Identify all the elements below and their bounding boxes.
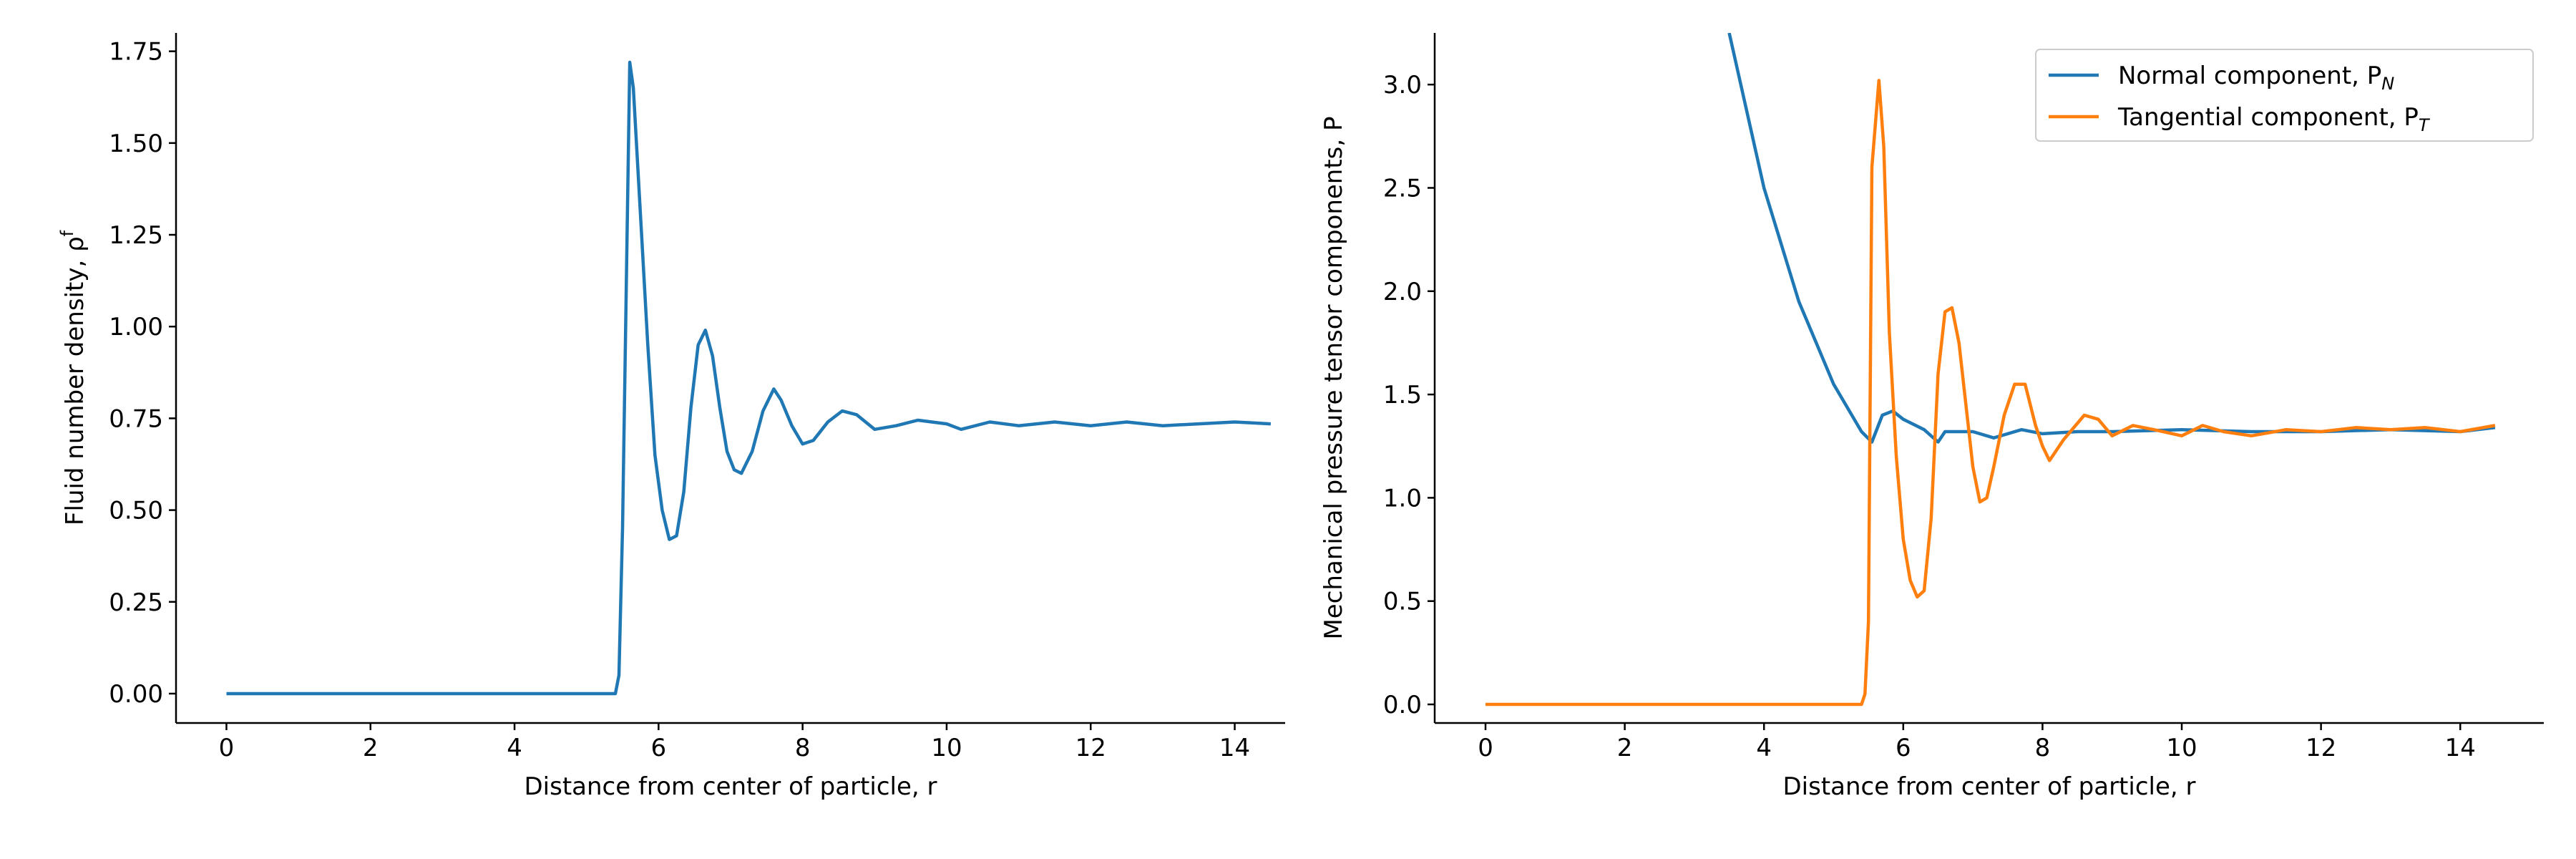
x-tick-label: 6 <box>651 734 667 762</box>
x-axis-label: Distance from center of particle, r <box>1782 772 2195 801</box>
y-tick-label: 0.50 <box>109 497 163 525</box>
chart-panel: 0 2 4 6 8 10 12 14 0.0 0.5 1.0 1.5 2.0 2.5 3.0 Distance… <box>1319 33 2544 801</box>
y-tick-label: 0.75 <box>109 404 163 433</box>
y-tick-label: 0.00 <box>109 680 163 709</box>
y-tick-label: 3.0 <box>1383 71 1422 100</box>
y-tick-label: 1.0 <box>1383 484 1422 513</box>
y-tick-label: 0.0 <box>1383 691 1422 719</box>
legend-box <box>2035 49 2534 142</box>
x-tick-label: 12 <box>2306 734 2336 762</box>
y-tick-label: 0.5 <box>1383 588 1422 616</box>
y-tick-label: 1.25 <box>109 221 163 250</box>
x-tick-label: 10 <box>2166 734 2197 762</box>
data-line <box>1485 79 2496 707</box>
x-tick-label: 6 <box>1896 734 1911 762</box>
y-tick-label: 0.25 <box>109 588 163 617</box>
y-tick-label: 1.50 <box>109 130 163 158</box>
y-axis-label: Mechanical pressure tensor components, P <box>1319 116 1348 639</box>
legend-text: Tangential component, P <box>2117 103 2419 132</box>
x-tick-label: 8 <box>795 734 811 762</box>
x-axis-label: Distance from center of particle, r <box>524 772 937 801</box>
x-tick-label: 4 <box>1756 734 1772 762</box>
chart-panel: 0 2 4 6 8 10 12 14 0.00 0.25 0.50 0.75 1.00 1.25 1.50 1… <box>57 33 1285 801</box>
x-tick-label: 2 <box>363 734 379 762</box>
x-tick-label: 10 <box>931 734 962 762</box>
y-axis-label-sup: f <box>57 230 77 236</box>
x-tick-label: 2 <box>1617 734 1633 762</box>
y-tick-label: 1.00 <box>109 313 163 341</box>
y-tick-label: 1.75 <box>109 38 163 67</box>
legend-label: Normal component, PN <box>2118 62 2394 94</box>
x-tick-label: 12 <box>1075 734 1106 762</box>
x-tick-label: 8 <box>2035 734 2051 762</box>
x-tick-label: 4 <box>507 734 522 762</box>
legend-subscript: N <box>2381 74 2394 94</box>
legend-text: Normal component, P <box>2118 62 2381 90</box>
x-tick-label: 0 <box>1478 734 1493 762</box>
y-axis-label-text: Fluid number density, ρ <box>61 236 89 525</box>
legend-subscript: T <box>2419 115 2431 135</box>
y-axis-label: Fluid number density, ρf <box>57 230 89 525</box>
data-line <box>226 60 1272 696</box>
x-tick-label: 14 <box>2445 734 2476 762</box>
x-tick-label: 14 <box>1219 734 1250 762</box>
data-line <box>1727 33 2496 444</box>
legend-label: Tangential component, PT <box>2117 103 2431 135</box>
y-tick-label: 2.0 <box>1383 278 1422 306</box>
y-axis-label-text: Mechanical pressure tensor components, P <box>1319 116 1348 639</box>
y-tick-label: 2.5 <box>1383 174 1422 203</box>
x-tick-label: 0 <box>219 734 235 762</box>
y-tick-label: 1.5 <box>1383 381 1422 409</box>
